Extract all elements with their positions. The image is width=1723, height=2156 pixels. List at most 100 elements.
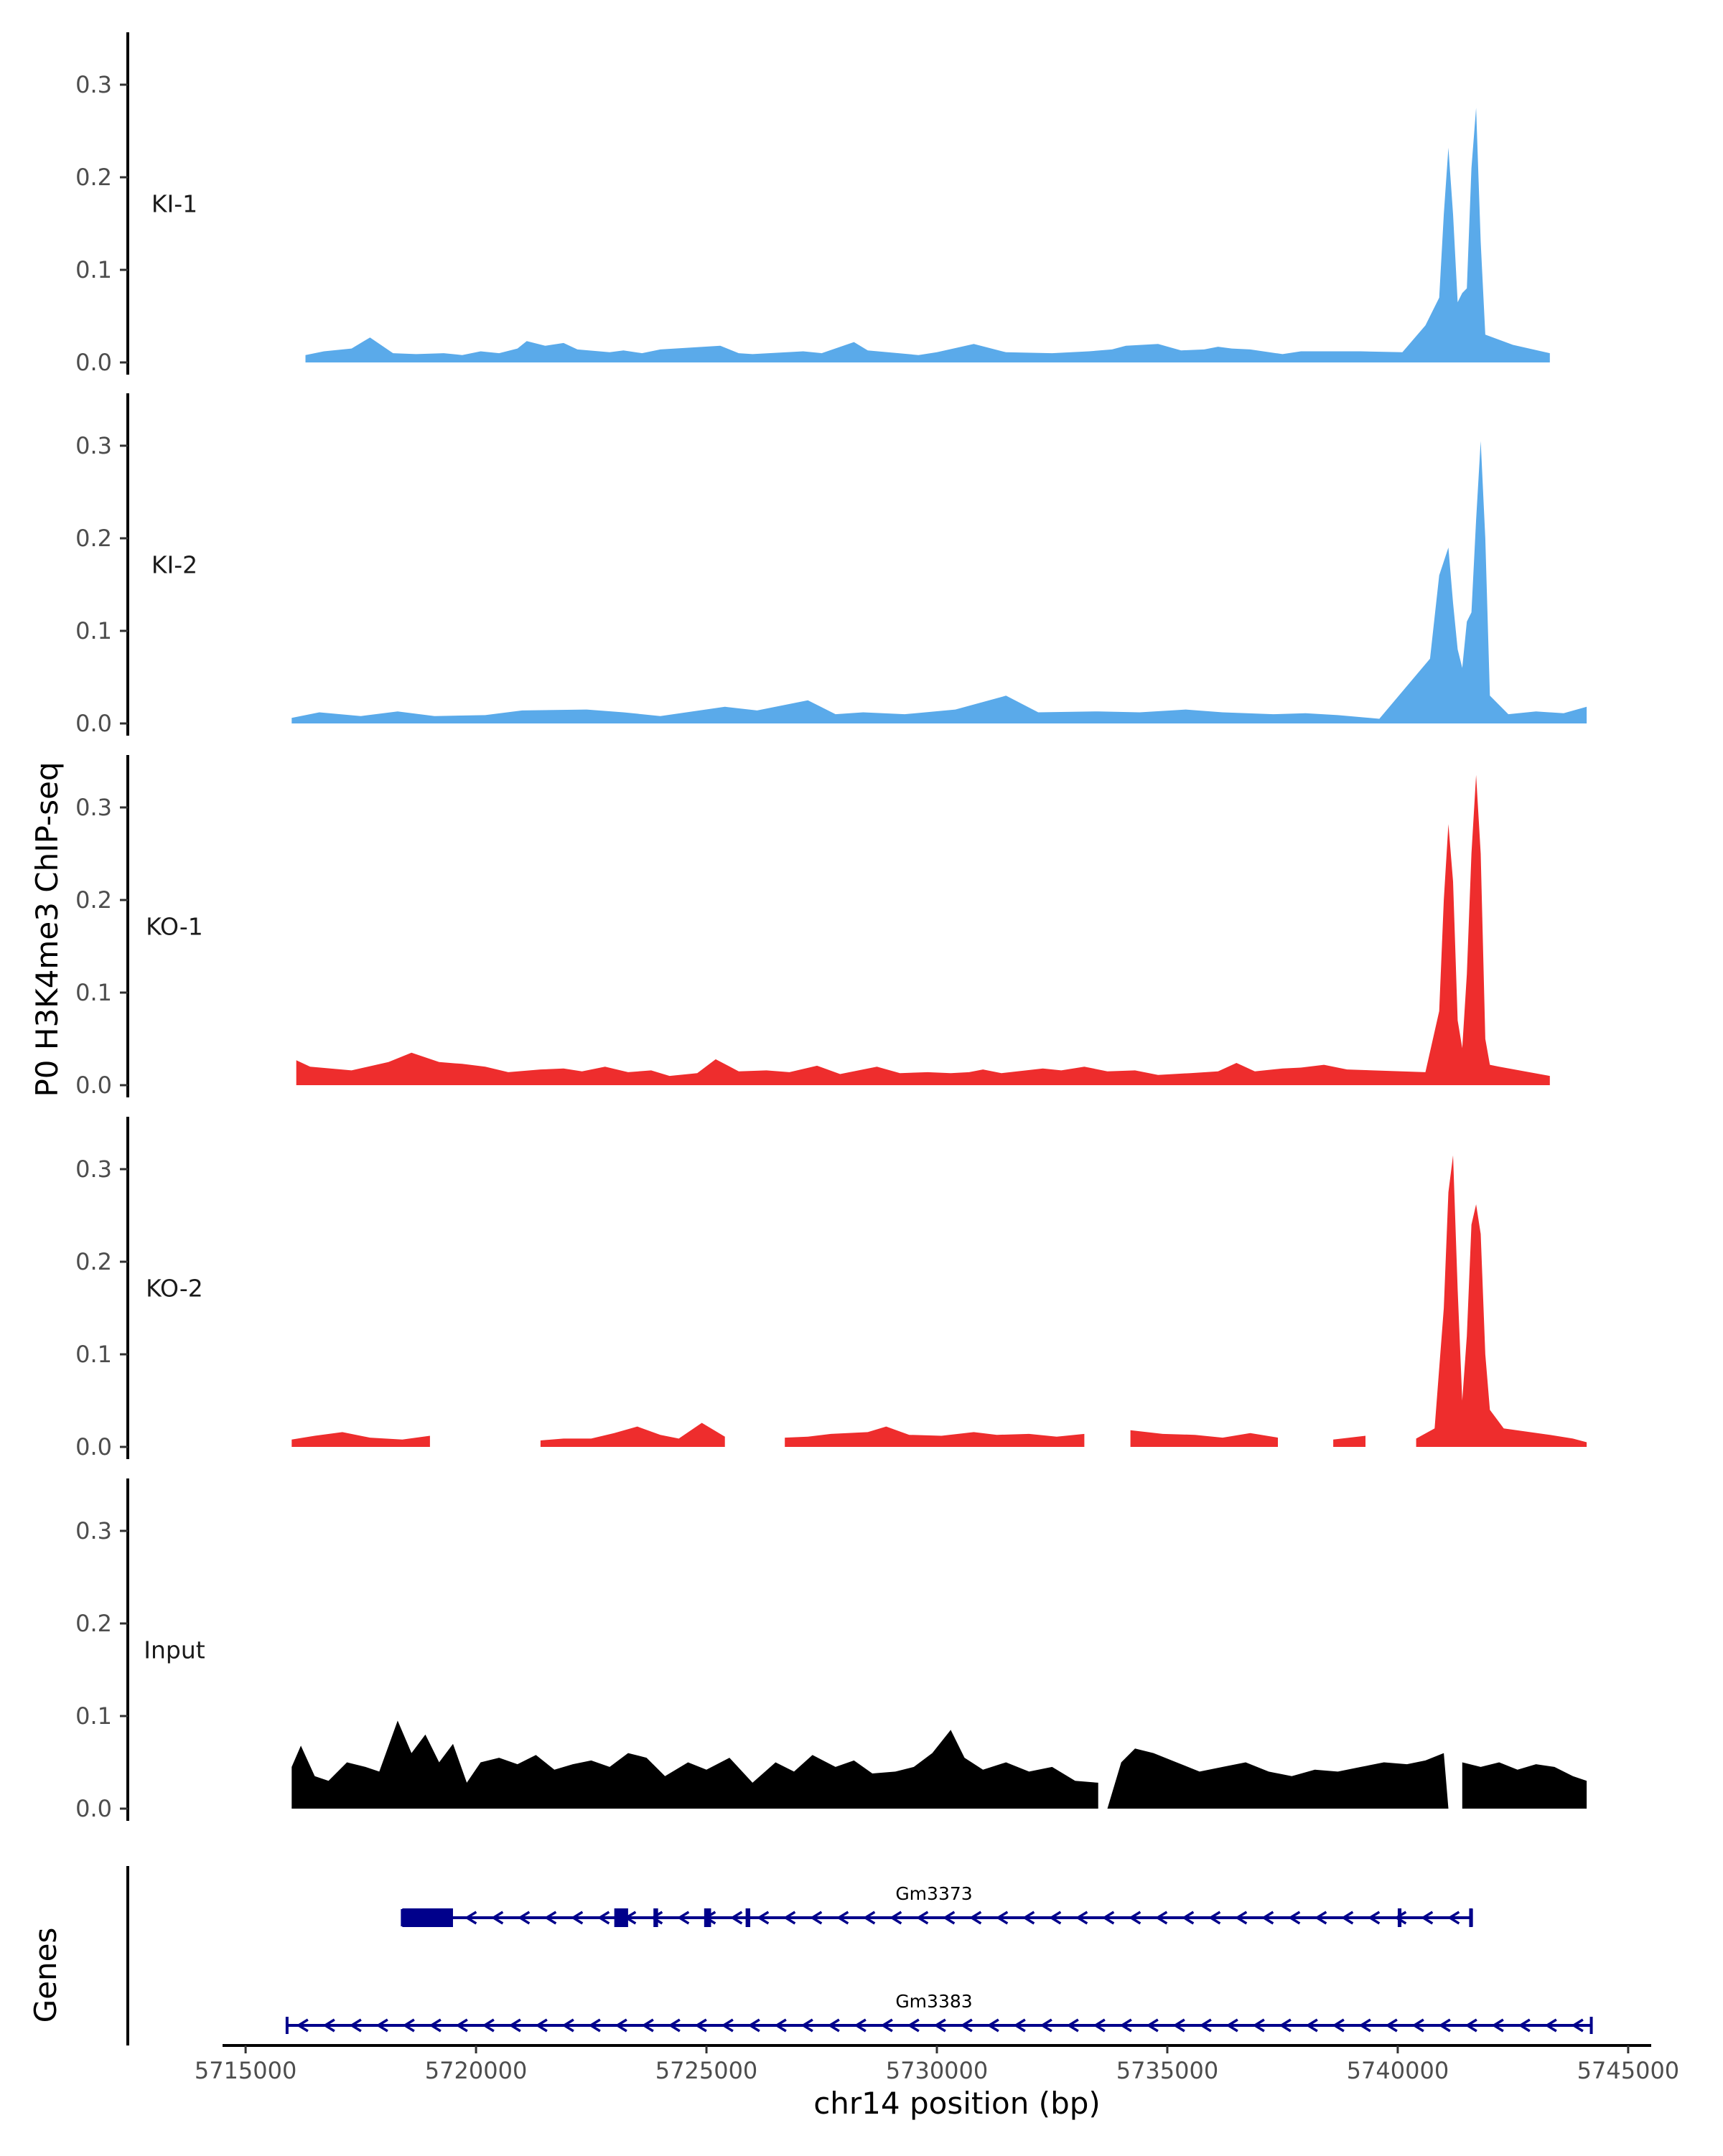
strand-arrow-icon (1252, 2018, 1265, 2033)
strand-arrow-icon (508, 2018, 521, 2033)
strand-arrow-icon (747, 2018, 760, 2033)
strand-arrow-icon (996, 1911, 1009, 1925)
strand-arrow-icon (1358, 2018, 1371, 2033)
strand-arrow-icon (1279, 2018, 1292, 2033)
strand-arrow-icon (916, 1911, 929, 1925)
strand-arrow-icon (1411, 2018, 1424, 2033)
coverage-area-ko-2 (785, 1426, 1085, 1447)
strand-arrow-icon (1013, 2018, 1026, 2033)
gene-exon (704, 1908, 711, 1927)
strand-arrow-icon (1129, 1911, 1141, 1925)
strand-arrow-icon (429, 2018, 442, 2033)
x-axis: 5715000 5720000 5725000 5730000 5735000 57400… (195, 2044, 1680, 2084)
gene-exon (1397, 1908, 1402, 1927)
strand-arrow-icon (783, 1911, 796, 1925)
coverage-area-ko-2 (291, 1432, 430, 1447)
strand-arrow-icon (836, 1911, 849, 1925)
strand-arrow-icon (1172, 2018, 1185, 2033)
strand-arrow-icon (1093, 2018, 1106, 2033)
y-tick-label: 0.1 (75, 1341, 112, 1368)
strand-arrow-icon (854, 2018, 867, 2033)
y-tick-label: 0.0 (75, 710, 112, 737)
strand-arrow-icon (1571, 2018, 1584, 2033)
strand-arrow-icon (296, 2018, 309, 2033)
strand-arrow-icon (889, 1911, 902, 1925)
strand-arrow-icon (1261, 1911, 1274, 1925)
x-tick-label: 5745000 (1577, 2057, 1680, 2084)
strand-arrow-icon (1225, 2018, 1238, 2033)
strand-arrow-icon (1544, 2018, 1557, 2033)
strand-arrow-icon (561, 2018, 574, 2033)
strand-arrow-icon (907, 2018, 920, 2033)
tracks-layer: 0.00.10.20.3KI-10.00.10.20.3KI-20.00.10.… (75, 32, 1587, 1822)
coverage-area-ki-1 (305, 108, 1550, 362)
coverage-area-input (1462, 1762, 1587, 1809)
coverage-area-input (1107, 1748, 1449, 1809)
strand-arrow-icon (1049, 1911, 1062, 1925)
strand-arrow-icon (322, 2018, 335, 2033)
strand-arrow-icon (774, 2018, 787, 2033)
strand-arrow-icon (800, 2018, 813, 2033)
y-tick-label: 0.0 (75, 349, 112, 376)
strand-arrow-icon (721, 2018, 734, 2033)
strand-arrow-icon (1341, 1911, 1354, 1925)
strand-arrow-icon (969, 1911, 982, 1925)
strand-arrow-icon (863, 1911, 876, 1925)
strand-arrow-icon (571, 1911, 584, 1925)
strand-arrow-icon (650, 1911, 663, 1925)
coverage-area-ko-2 (1333, 1435, 1365, 1447)
y-tick-label: 0.3 (75, 1156, 112, 1183)
strand-arrow-icon (1235, 1911, 1248, 1925)
strand-arrow-icon (1305, 2018, 1318, 2033)
gene-exon (745, 1908, 751, 1927)
strand-arrow-icon (1421, 1911, 1434, 1925)
y-tick-label: 0.1 (75, 1702, 112, 1730)
track-panel-ko-1: 0.0 0.1 0.2 0.3 KO-1 (75, 755, 1550, 1099)
strand-arrow-icon (482, 2018, 495, 2033)
strand-arrow-icon (1066, 2018, 1079, 2033)
gene-track-gm3373: Gm3373 (401, 1883, 1473, 1927)
strand-arrow-icon (1155, 1911, 1168, 1925)
track-panel-ko-2: 0.0 0.1 0.2 0.3 KO-2 (75, 1117, 1587, 1461)
strand-arrow-icon (641, 2018, 654, 2033)
strand-arrow-icon (986, 2018, 999, 2033)
y-tick-label: 0.3 (75, 432, 112, 459)
strand-arrow-icon (544, 1911, 557, 1925)
strand-arrow-icon (1385, 2018, 1398, 2033)
strand-arrow-icon (757, 1911, 770, 1925)
strand-arrow-icon (668, 2018, 681, 2033)
coverage-area-ki-2 (291, 441, 1587, 723)
strand-arrow-icon (730, 1911, 743, 1925)
track-panel-ki-1: 0.0 0.1 0.2 0.3 KI-1 (75, 32, 1550, 376)
y-tick-label: 0.3 (75, 794, 112, 821)
track-panel-input: 0.0 0.1 0.2 0.3 Input (75, 1478, 1587, 1822)
strand-arrow-icon (827, 2018, 840, 2033)
y-tick-label: 0.0 (75, 1072, 112, 1099)
strand-arrow-icon (1102, 1911, 1115, 1925)
y-tick-label: 0.3 (75, 71, 112, 98)
gene-exon (402, 1908, 453, 1927)
strand-arrow-icon (402, 2018, 415, 2033)
strand-arrow-icon (1182, 1911, 1195, 1925)
coverage-area-input (291, 1720, 1098, 1809)
y-tick-label: 0.0 (75, 1795, 112, 1822)
strand-arrow-icon (677, 1911, 690, 1925)
x-tick-label: 5735000 (1116, 2057, 1219, 2084)
x-tick-label: 5715000 (195, 2057, 297, 2084)
strand-arrow-icon (1368, 1911, 1381, 1925)
track-label: Input (144, 1636, 205, 1664)
y-tick-label: 0.0 (75, 1433, 112, 1461)
x-tick-label: 5740000 (1347, 2057, 1449, 2084)
coverage-area-ko-2 (1130, 1430, 1278, 1447)
y-tick-label: 0.2 (75, 1610, 112, 1637)
strand-arrow-icon (455, 2018, 468, 2033)
strand-arrow-icon (1447, 1911, 1460, 1925)
strand-arrow-icon (1465, 2018, 1477, 2033)
genes-layer: Gm3373 Gm3383 (126, 1866, 1593, 2045)
strand-arrow-icon (1199, 2018, 1212, 2033)
strand-arrow-icon (615, 2018, 627, 2033)
y-tick-label: 0.2 (75, 886, 112, 914)
strand-arrow-icon (810, 1911, 823, 1925)
strand-arrow-icon (1146, 2018, 1159, 2033)
strand-arrow-icon (535, 2018, 548, 2033)
